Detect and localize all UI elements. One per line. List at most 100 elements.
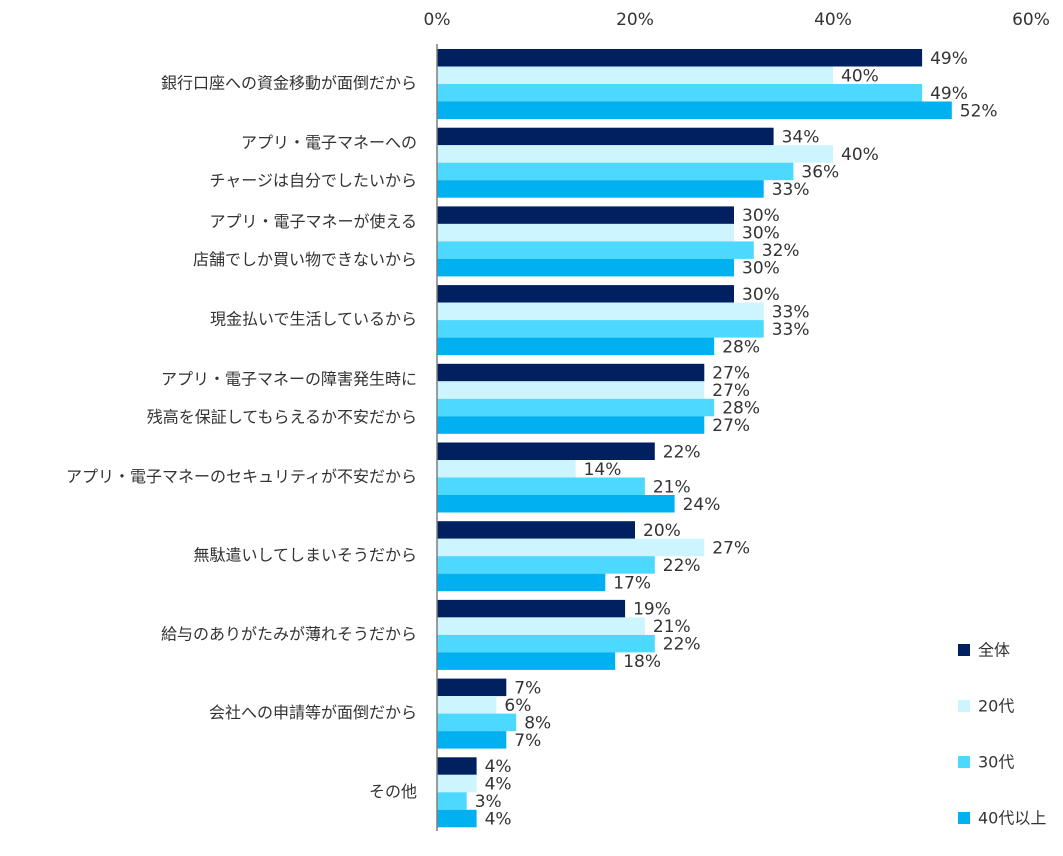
legend-swatch xyxy=(958,812,970,824)
data-label: 27% xyxy=(712,538,750,558)
legend-swatch xyxy=(958,756,970,768)
data-label: 34% xyxy=(782,127,820,147)
data-label: 17% xyxy=(613,573,651,593)
bar-1-2 xyxy=(437,66,833,84)
data-label: 4% xyxy=(485,775,512,795)
bar-2-4 xyxy=(437,180,764,198)
bar-3-1 xyxy=(437,206,734,224)
bar-5-3 xyxy=(437,398,715,417)
category-label: 現金払いで生活しているから xyxy=(210,310,417,329)
bar-6-2 xyxy=(437,460,576,478)
data-label: 22% xyxy=(663,556,701,576)
data-label: 33% xyxy=(772,320,810,340)
bar-2-1 xyxy=(437,127,774,146)
x-tick-label: 0% xyxy=(424,10,451,30)
bar-8-1 xyxy=(437,599,626,618)
data-label: 33% xyxy=(772,302,810,322)
x-tick-label: 60% xyxy=(1012,10,1050,30)
data-label: 18% xyxy=(623,652,661,672)
legend-swatch xyxy=(958,644,970,656)
bar-9-2 xyxy=(437,696,497,714)
bar-6-1 xyxy=(437,442,655,460)
bar-7-3 xyxy=(437,556,655,574)
bar-4-4 xyxy=(437,337,715,356)
bar-8-2 xyxy=(437,617,645,635)
category-label: アプリ・電子マネーが使える xyxy=(209,212,417,231)
data-label: 27% xyxy=(712,416,750,436)
bar-10-4 xyxy=(437,809,477,828)
x-tick-label: 40% xyxy=(814,10,852,30)
data-label: 30% xyxy=(742,206,780,226)
data-label: 3% xyxy=(475,792,502,812)
legend-label: 20代 xyxy=(978,697,1014,716)
bar-5-2 xyxy=(437,381,705,399)
bar-1-3 xyxy=(437,84,923,102)
data-label: 4% xyxy=(485,757,512,777)
x-axis-ticks: 0% 20% 40% 60% xyxy=(424,10,1050,30)
data-label: 22% xyxy=(663,442,701,462)
bar-4-2 xyxy=(437,302,764,321)
data-label: 27% xyxy=(712,381,750,401)
category-label: アプリ・電子マネーの障害発生時に xyxy=(161,369,417,388)
bar-10-1 xyxy=(437,757,477,775)
data-label: 19% xyxy=(633,600,671,620)
bar-7-1 xyxy=(437,521,635,539)
data-label: 30% xyxy=(742,285,780,305)
data-label: 6% xyxy=(504,696,531,716)
bar-4-3 xyxy=(437,320,764,338)
category-label: チャージは自分でしたいから xyxy=(209,171,417,190)
category-label: 無駄遣いしてしまいそうだから xyxy=(193,546,417,565)
data-label: 28% xyxy=(722,337,760,357)
data-label: 24% xyxy=(683,495,721,515)
data-label: 21% xyxy=(653,617,691,637)
category-label: アプリ・電子マネーへの xyxy=(241,133,417,152)
bar-8-3 xyxy=(437,634,655,653)
data-label: 22% xyxy=(663,635,701,655)
data-label: 49% xyxy=(930,84,968,104)
data-label: 7% xyxy=(514,678,541,698)
data-labels: 49%40%49%52%34%40%36%33%30%30%32%30%30%3… xyxy=(475,49,998,830)
bar-7-2 xyxy=(437,538,705,557)
bar-3-2 xyxy=(437,223,734,242)
bar-9-1 xyxy=(437,678,507,697)
category-label: 店舗でしか買い物できないから xyxy=(193,250,417,269)
legend-label: 40代以上 xyxy=(978,809,1046,828)
legend-swatch xyxy=(958,700,970,712)
bar-3-3 xyxy=(437,241,754,259)
bar-5-4 xyxy=(437,416,705,434)
data-label: 36% xyxy=(801,162,839,182)
data-label: 52% xyxy=(960,101,998,121)
data-label: 21% xyxy=(653,477,691,497)
data-label: 28% xyxy=(722,399,760,419)
data-label: 20% xyxy=(643,521,681,541)
category-label: その他 xyxy=(369,782,417,801)
data-label: 40% xyxy=(841,145,879,165)
data-label: 40% xyxy=(841,66,879,86)
bar-9-3 xyxy=(437,713,517,732)
data-label: 30% xyxy=(742,224,780,244)
category-label: 会社への申請等が面倒だから xyxy=(209,703,417,722)
bar-10-3 xyxy=(437,792,467,810)
category-label: アプリ・電子マネーのセキュリティが不安だから xyxy=(66,467,417,486)
legend-label: 30代 xyxy=(978,753,1014,772)
category-label: 銀行口座への資金移動が面倒だから xyxy=(161,74,417,93)
bar-10-2 xyxy=(437,774,477,793)
bar-6-4 xyxy=(437,495,675,513)
bar-6-3 xyxy=(437,477,645,495)
data-label: 49% xyxy=(930,49,968,69)
category-label: 残高を保証してもらえるか不安だから xyxy=(147,407,417,426)
data-label: 8% xyxy=(524,713,551,733)
data-label: 33% xyxy=(772,180,810,200)
bar-3-4 xyxy=(437,258,734,277)
category-label: 給与のありがたみが薄れそうだから xyxy=(161,624,417,643)
legend: 全体 20代 30代 40代以上 xyxy=(958,641,1046,828)
data-label: 14% xyxy=(584,460,622,480)
bar-7-4 xyxy=(437,573,606,592)
category-labels: 銀行口座への資金移動が面倒だからアプリ・電子マネーへのチャージは自分でしたいから… xyxy=(66,74,417,801)
data-label: 32% xyxy=(762,241,800,261)
bar-5-1 xyxy=(437,363,705,382)
data-label: 7% xyxy=(514,731,541,751)
bar-1-1 xyxy=(437,49,923,67)
